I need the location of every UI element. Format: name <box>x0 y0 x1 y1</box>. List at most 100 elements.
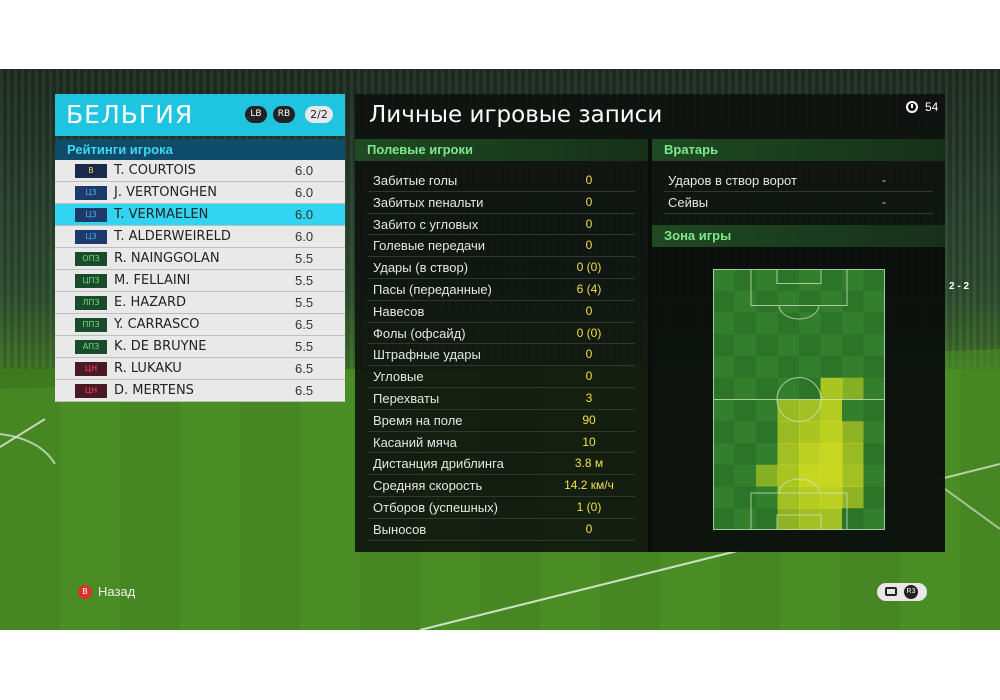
player-name: K. DE BRUYNE <box>114 339 207 354</box>
player-row[interactable]: ЦЗ T. VERMAELEN 6.0 <box>55 204 345 226</box>
player-rating: 6.5 <box>295 383 314 398</box>
stat-label: Удары (в створ) <box>373 260 469 276</box>
stat-label: Забито с угловых <box>373 216 479 232</box>
stat-value: 0 <box>585 303 593 318</box>
player-row[interactable]: ЦЗ T. ALDERWEIRELD 6.0 <box>55 226 345 248</box>
player-name: Y. CARRASCO <box>114 317 200 332</box>
player-rating: 6.5 <box>295 317 314 332</box>
timer-value: 54 <box>925 100 939 114</box>
position-badge: ППЗ <box>75 318 107 332</box>
stat-label: Дистанция дриблинга <box>373 456 504 472</box>
b-button-icon: B <box>78 585 92 599</box>
player-rating: 6.0 <box>295 163 314 178</box>
position-badge: ЦЗ <box>75 186 107 200</box>
position-badge: ЦН <box>75 362 107 376</box>
player-name: M. FELLAINI <box>114 273 191 288</box>
player-name: T. VERMAELEN <box>114 207 209 222</box>
goalkeeper-stats-list: Ударов в створ ворот - Сейвы - <box>663 170 933 214</box>
stat-value: 6 (4) <box>576 281 602 296</box>
page-title: Личные игровые записи <box>369 102 663 128</box>
stat-label: Навесов <box>373 303 425 319</box>
stat-row: Забитых пенальти 0 <box>368 192 635 214</box>
stat-row: Навесов 0 <box>368 301 635 323</box>
rb-button[interactable]: RB <box>273 106 295 123</box>
player-rating: 6.5 <box>295 361 314 376</box>
stat-label: Отборов (успешных) <box>373 499 498 515</box>
stat-label: Голевые передачи <box>373 238 486 254</box>
stat-label: Время на поле <box>373 412 463 428</box>
stat-row: Забито с угловых 0 <box>368 214 635 236</box>
page-indicator: 2/2 <box>305 106 333 123</box>
stat-label: Штрафные удары <box>373 347 481 363</box>
player-row[interactable]: ОПЗ R. NAINGGOLAN 5.5 <box>55 248 345 270</box>
position-badge: ЦЗ <box>75 230 107 244</box>
player-row[interactable]: ППЗ Y. CARRASCO 6.5 <box>55 314 345 336</box>
position-badge: В <box>75 164 107 178</box>
stat-value: 14.2 км/ч <box>564 478 614 493</box>
player-rating: 6.0 <box>295 207 314 222</box>
position-badge: ОПЗ <box>75 252 107 266</box>
stat-value: 0 <box>585 521 593 536</box>
field-stats-list: Забитые голы 0 Забитых пенальти 0 Забито с у… <box>368 170 635 541</box>
ratings-title: Рейтинги игрока <box>55 139 345 161</box>
stat-label: Касаний мяча <box>373 434 457 450</box>
back-label: Назад <box>98 584 136 599</box>
gk-stat-label: Сейвы <box>668 194 709 210</box>
stat-value: 0 <box>585 238 593 253</box>
gk-stat-value: - <box>882 194 886 209</box>
chat-icon <box>885 587 897 596</box>
stat-value: 10 <box>582 434 596 449</box>
stat-label: Пасы (переданные) <box>373 281 492 297</box>
clock-icon <box>906 101 918 113</box>
team-name: БЕЛЬГИЯ <box>66 100 194 129</box>
position-badge: ЦН <box>75 384 107 398</box>
stat-row: Удары (в створ) 0 (0) <box>368 257 635 279</box>
stat-row: Забитые голы 0 <box>368 170 635 192</box>
player-row[interactable]: ЛПЗ E. HAZARD 5.5 <box>55 292 345 314</box>
stat-row: Дистанция дриблинга 3.8 м <box>368 453 635 476</box>
stat-label: Угловые <box>373 369 424 385</box>
play-zone-header: Зона игры <box>652 225 945 247</box>
player-row[interactable]: ЦН R. LUKAKU 6.5 <box>55 358 345 380</box>
stat-row: Средняя скорость 14.2 км/ч <box>368 475 635 497</box>
player-row[interactable]: АПЗ K. DE BRUYNE 5.5 <box>55 336 345 358</box>
stat-row: Пасы (переданные) 6 (4) <box>368 279 635 301</box>
player-row[interactable]: ЦПЗ M. FELLAINI 5.5 <box>55 270 345 292</box>
stat-label: Забитых пенальти <box>373 194 484 210</box>
stat-label: Фолы (офсайд) <box>373 325 466 341</box>
player-row[interactable]: ЦН D. MERTENS 6.5 <box>55 380 345 402</box>
player-rating: 5.5 <box>295 339 314 354</box>
stat-row: Штрафные удары 0 <box>368 344 635 367</box>
player-name: T. ALDERWEIRELD <box>114 229 231 244</box>
stat-label: Забитые голы <box>373 173 458 188</box>
player-name: D. MERTENS <box>114 383 194 398</box>
stat-row: Угловые 0 <box>368 366 635 388</box>
chat-button[interactable]: R3 <box>877 583 927 601</box>
stat-value: 3 <box>585 390 593 405</box>
stat-row: Перехваты 3 <box>368 388 635 410</box>
stat-value: 0 <box>585 194 593 209</box>
score-indicator: 2 - 2 <box>949 281 970 292</box>
player-row[interactable]: ЦЗ J. VERTONGHEN 6.0 <box>55 182 345 204</box>
stat-value: 3.8 м <box>574 456 604 471</box>
stat-value: 0 (0) <box>576 325 602 340</box>
stat-row: Голевые передачи 0 <box>368 235 635 258</box>
player-rating: 5.5 <box>295 251 314 266</box>
stat-row: Касаний мяча 10 <box>368 432 635 454</box>
gk-stat-row: Сейвы - <box>663 192 933 214</box>
stat-value: 1 (0) <box>576 499 602 514</box>
stats-panel: Личные игровые записи 54 Полевые игроки … <box>355 94 945 552</box>
lb-button[interactable]: LB <box>245 106 267 123</box>
stat-value: 90 <box>582 412 596 427</box>
divider <box>648 139 652 552</box>
player-rating: 6.0 <box>295 185 314 200</box>
stat-row: Выносов 0 <box>368 519 635 541</box>
stat-value: 0 <box>585 216 593 231</box>
position-badge: ЦЗ <box>75 208 107 222</box>
stat-label: Перехваты <box>373 390 440 406</box>
player-name: R. NAINGGOLAN <box>114 251 220 266</box>
player-list: В T. COURTOIS 6.0 ЦЗ J. VERTONGHEN 6.0 ЦЗ T. VE… <box>55 160 345 402</box>
player-rating: 5.5 <box>295 273 314 288</box>
player-row[interactable]: В T. COURTOIS 6.0 <box>55 160 345 182</box>
position-badge: АПЗ <box>75 340 107 354</box>
